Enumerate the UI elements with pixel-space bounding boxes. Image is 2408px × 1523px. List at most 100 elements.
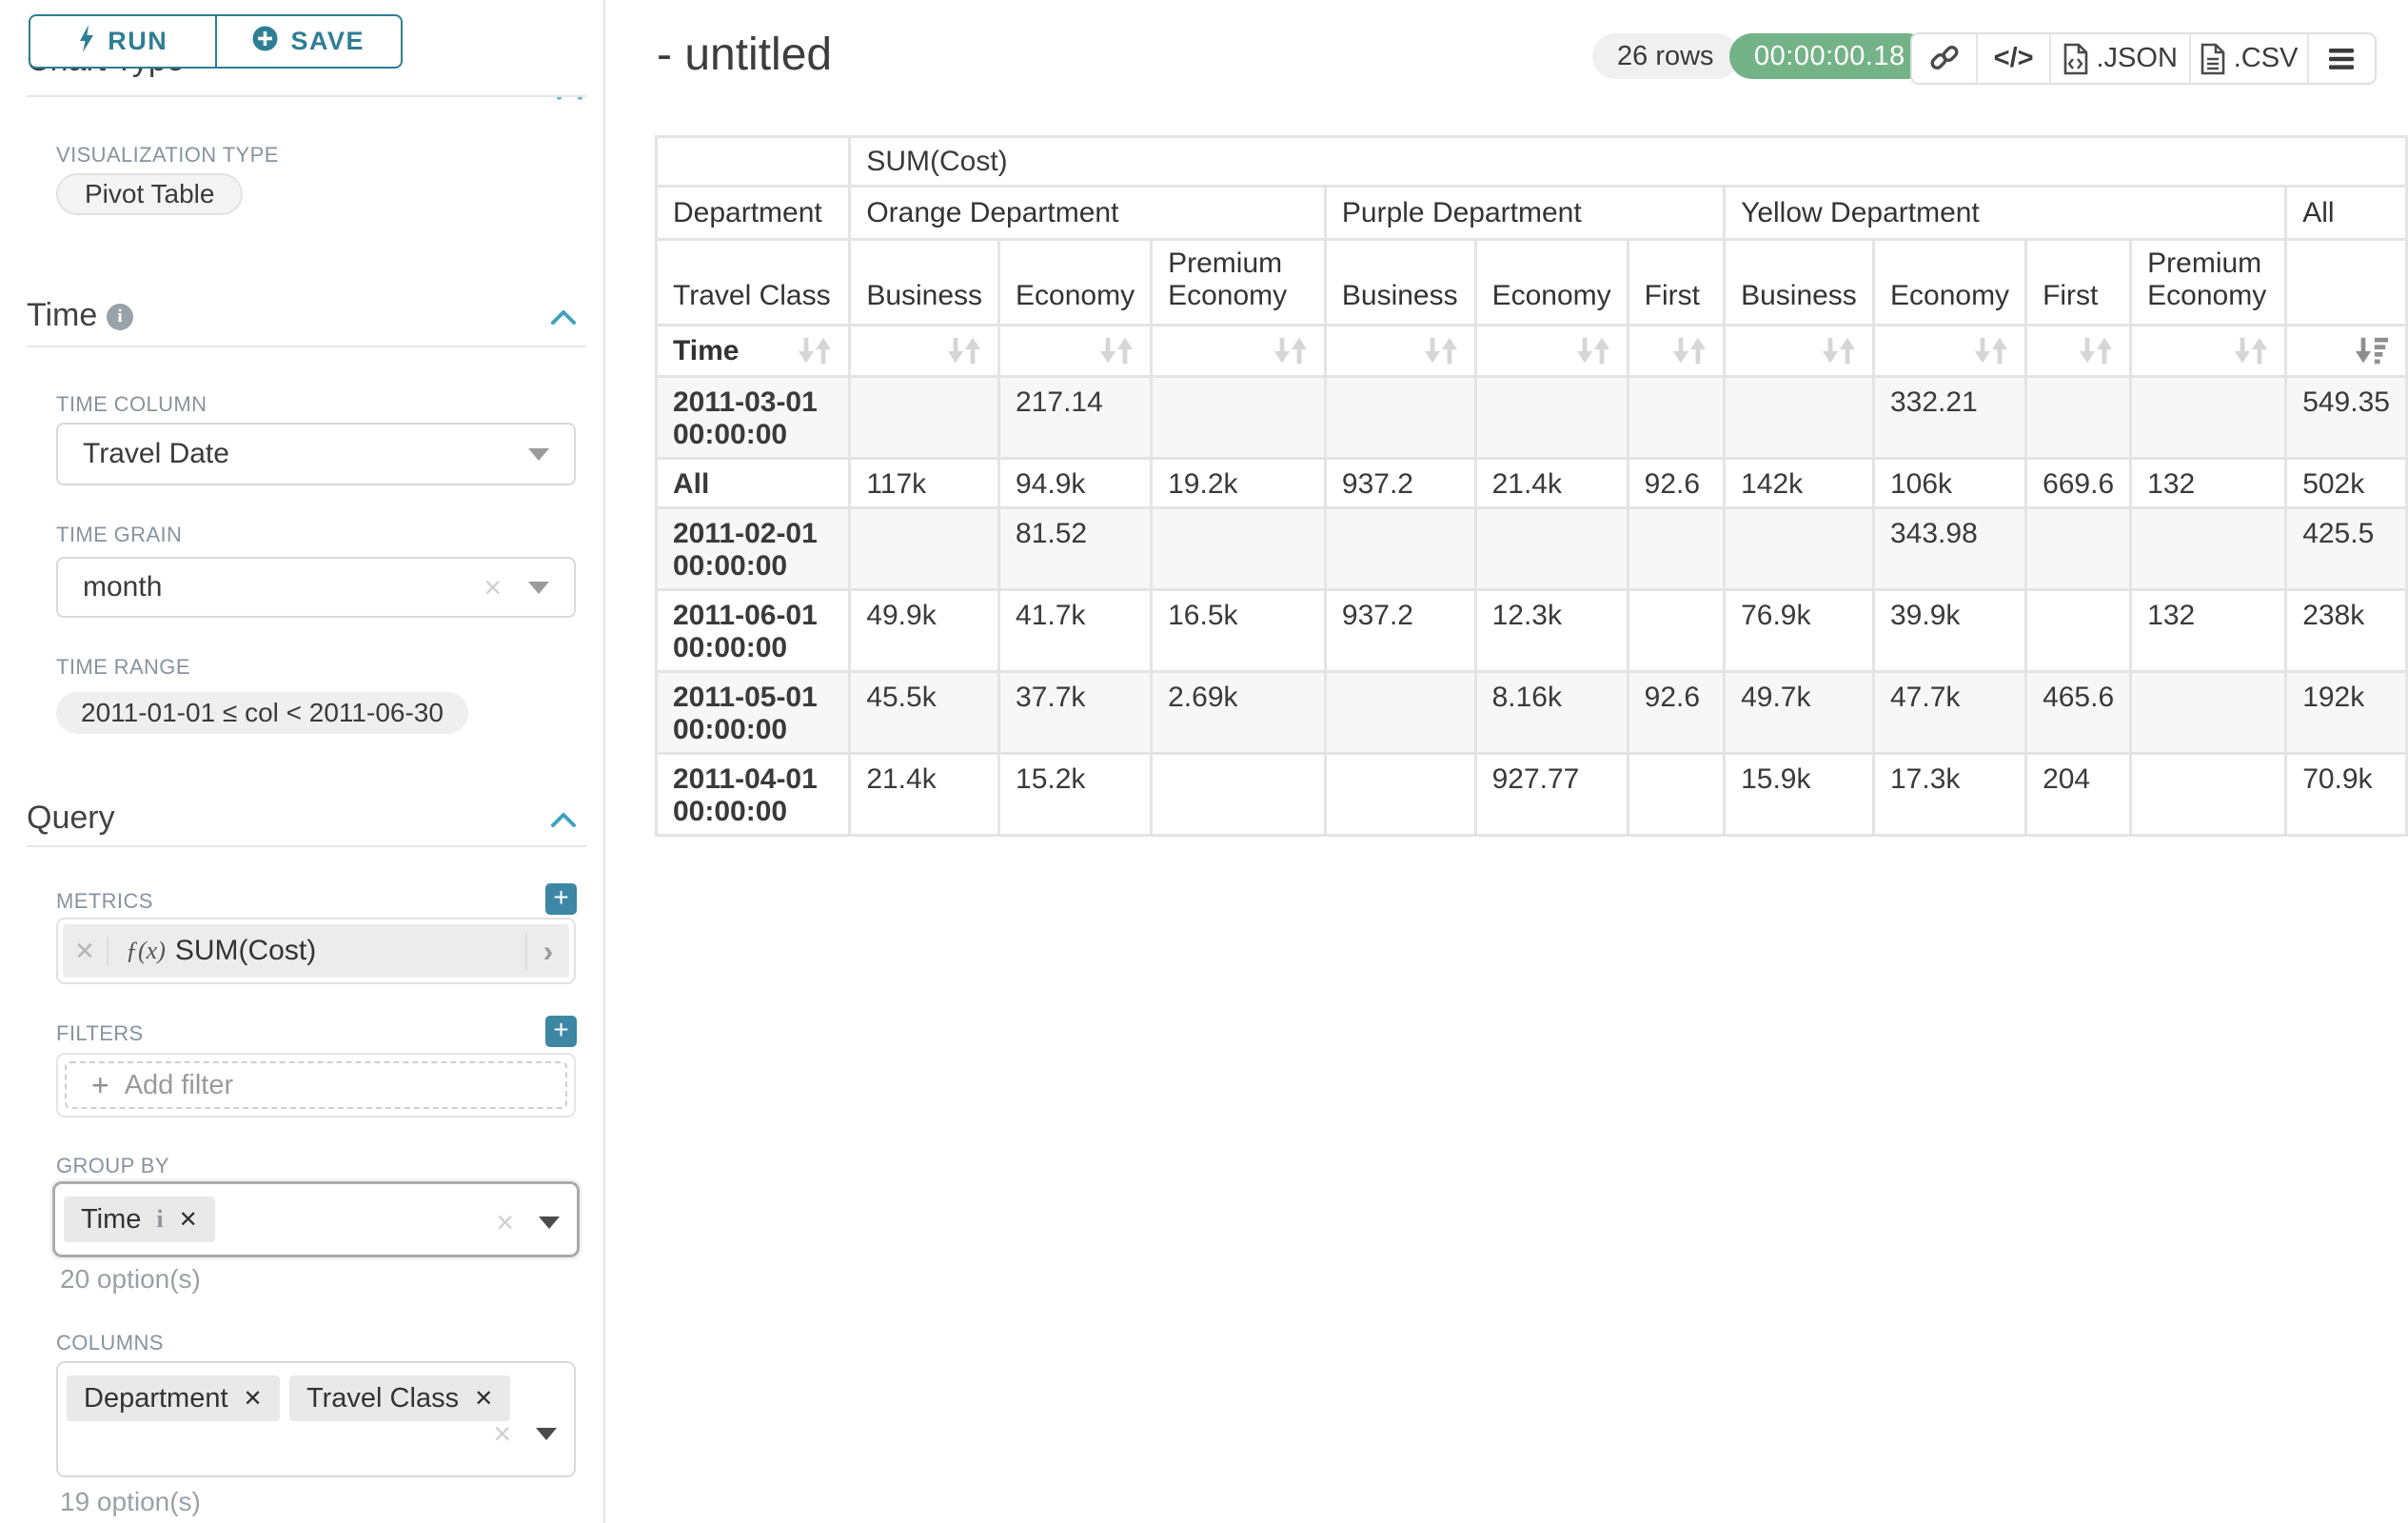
save-button[interactable]: SAVE <box>214 16 402 67</box>
chip-label: Travel Class <box>306 1382 460 1414</box>
remove-chip-icon[interactable]: ✕ <box>474 1385 494 1412</box>
sort-icon[interactable] <box>1671 334 1707 368</box>
sort-icon[interactable] <box>1098 334 1135 368</box>
column-header[interactable]: Economy <box>997 238 1154 326</box>
info-icon[interactable]: i <box>107 304 133 330</box>
pivot-header-cell <box>997 324 1154 378</box>
column-header[interactable]: First <box>2024 238 2133 326</box>
pivot-value-cell <box>1473 506 1629 591</box>
pivot-row-label: 2011-05-01 00:00:00 <box>654 670 852 755</box>
clear-icon[interactable]: × <box>493 1416 511 1451</box>
clear-icon[interactable]: × <box>496 1205 514 1239</box>
code-icon: </> <box>1993 43 2034 73</box>
sort-icon[interactable] <box>1273 334 1309 368</box>
pivot-value-cell: 39.9k <box>1871 588 2028 673</box>
pivot-value-cell <box>1626 375 1727 460</box>
pivot-value-cell <box>2024 375 2133 460</box>
column-header[interactable]: Premium Economy <box>2129 238 2288 326</box>
sort-icon[interactable] <box>797 334 833 368</box>
collapse-query-section[interactable] <box>550 811 577 828</box>
chevron-up-icon <box>551 310 576 325</box>
add-filter-button[interactable]: + Add filter <box>65 1061 567 1109</box>
plus-icon: + <box>91 1067 109 1102</box>
pivot-row-label: 2011-03-01 00:00:00 <box>654 375 852 460</box>
column-header[interactable]: Economy <box>1871 238 2028 326</box>
pivot-table: SUM(Cost) Department Orange Department Purp… <box>654 135 2408 837</box>
more-options-button[interactable] <box>2306 34 2375 83</box>
sort-icon[interactable] <box>1423 334 1459 368</box>
metric-name: SUM(Cost) <box>174 935 317 966</box>
remove-chip-icon[interactable]: ✕ <box>243 1385 263 1412</box>
metric-pill[interactable]: ✕ ƒ(x) SUM(Cost) › <box>63 924 569 978</box>
pivot-value-cell <box>1626 506 1727 591</box>
column-header[interactable]: First <box>1626 238 1727 326</box>
group-by-select[interactable]: × Time i ✕ <box>52 1181 580 1257</box>
column-group-header[interactable]: Yellow Department <box>1723 185 2288 241</box>
column-header[interactable]: Business <box>1323 238 1477 326</box>
visualization-type-pill[interactable]: Pivot Table <box>56 173 244 215</box>
pivot-header-cell <box>2024 324 2133 378</box>
pivot-value-cell <box>848 506 1001 591</box>
time-section-heading: Time <box>27 297 98 333</box>
copy-link-button[interactable] <box>1912 34 1976 83</box>
sort-icon[interactable] <box>2078 334 2114 368</box>
embed-code-button[interactable]: </> <box>1976 34 2048 83</box>
pivot-value-cell: 70.9k <box>2284 752 2408 837</box>
pivot-value-cell: 37.7k <box>997 670 1154 755</box>
sort-icon[interactable] <box>1973 334 2009 368</box>
export-csv-button[interactable]: .CSV <box>2188 34 2307 83</box>
link-icon <box>1930 45 1959 69</box>
selected-option-chip[interactable]: Time i ✕ <box>64 1197 215 1242</box>
time-range-pill[interactable]: 2011-01-01 ≤ col < 2011-06-30 <box>56 692 468 734</box>
column-header[interactable]: Business <box>1723 238 1875 326</box>
sort-icon[interactable] <box>1821 334 1857 368</box>
filters-container: + Add filter <box>56 1053 576 1118</box>
function-icon: ƒ(x) <box>126 937 166 964</box>
clear-icon[interactable]: × <box>484 570 502 604</box>
query-section-heading: Query <box>27 800 115 836</box>
visualization-type-label: VISUALIZATION TYPE <box>56 143 279 167</box>
chevron-down-icon[interactable] <box>536 1427 557 1440</box>
sort-icon[interactable] <box>1575 334 1611 368</box>
column-group-header[interactable]: Orange Department <box>848 185 1327 241</box>
add-metric-button[interactable]: + <box>545 883 577 915</box>
column-header[interactable]: Business <box>848 238 1001 326</box>
column-group-header[interactable]: All <box>2284 185 2408 241</box>
time-dimension-label: Time <box>673 334 740 366</box>
table-row: 2011-06-01 00:00:00 49.9k 41.7k 16.5k 937.2 1… <box>654 588 2408 673</box>
add-filter-plus-button[interactable]: + <box>545 1016 577 1047</box>
collapse-time-section[interactable] <box>550 308 577 326</box>
column-header[interactable]: Economy <box>1473 238 1629 326</box>
selected-option-chip[interactable]: Travel Class ✕ <box>289 1375 511 1421</box>
chart-title[interactable]: - untitled <box>657 30 833 80</box>
time-column-select[interactable]: Travel Date <box>56 423 576 485</box>
pivot-value-cell <box>2129 506 2288 591</box>
pivot-value-cell: 41.7k <box>997 588 1154 673</box>
export-toolbar: </> .JSON .CSV <box>1910 32 2377 85</box>
metric-header-cell: SUM(Cost) <box>848 135 2408 188</box>
lightning-icon <box>77 24 95 59</box>
run-button[interactable]: RUN <box>30 16 215 67</box>
export-json-button[interactable]: .JSON <box>2048 34 2189 83</box>
remove-chip-icon[interactable]: ✕ <box>178 1206 198 1233</box>
sort-icon[interactable] <box>2233 334 2269 368</box>
remove-metric-icon[interactable]: ✕ <box>63 936 109 966</box>
columns-select[interactable]: × Department ✕ Travel Class ✕ <box>56 1361 576 1477</box>
pivot-value-cell: 12.3k <box>1473 588 1629 673</box>
column-group-header[interactable]: Purple Department <box>1323 185 1727 241</box>
info-icon[interactable]: i <box>156 1205 164 1233</box>
chevron-down-icon[interactable] <box>539 1216 560 1229</box>
time-grain-value: month <box>83 571 163 603</box>
pivot-value-cell <box>1723 375 1875 460</box>
sort-descending-icon[interactable] <box>2354 334 2390 368</box>
selected-option-chip[interactable]: Department ✕ <box>67 1375 280 1421</box>
chevron-right-icon[interactable]: › <box>525 933 569 969</box>
column-header[interactable] <box>2284 238 2408 326</box>
pivot-value-cell <box>1150 752 1327 837</box>
sort-icon[interactable] <box>946 334 982 368</box>
time-grain-select[interactable]: month × <box>56 557 576 618</box>
column-header[interactable]: Premium Economy <box>1150 238 1327 326</box>
metrics-container: ✕ ƒ(x) SUM(Cost) › <box>56 918 576 984</box>
time-grain-label: TIME GRAIN <box>56 523 183 546</box>
pivot-header-cell <box>848 324 1001 378</box>
